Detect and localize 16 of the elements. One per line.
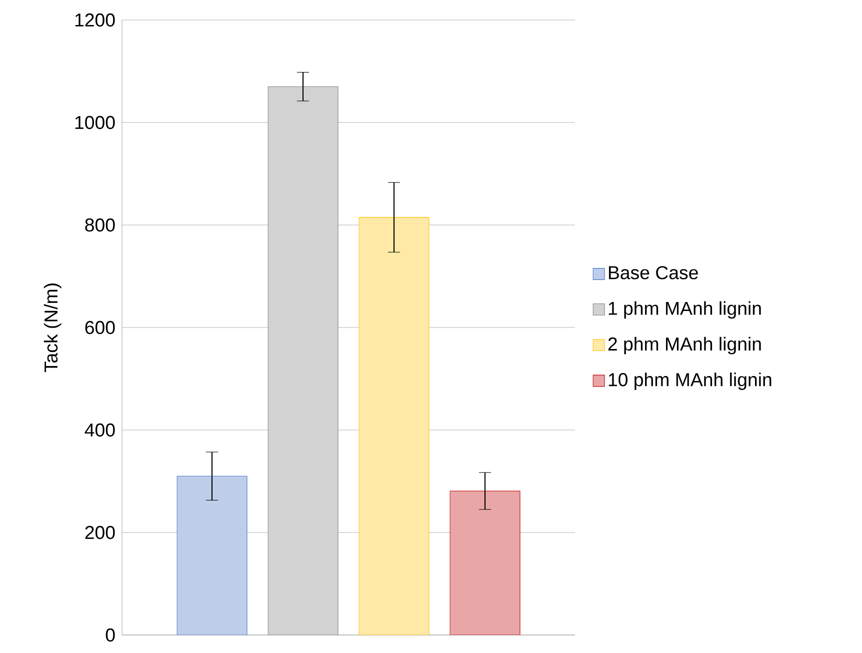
y-tick-label: 400 xyxy=(84,423,115,436)
bar xyxy=(268,86,338,635)
legend-label: 2 phm MAnh lignin xyxy=(608,336,761,354)
bar xyxy=(450,490,520,635)
y-tick-label: 1200 xyxy=(75,13,115,26)
y-tick-label: 200 xyxy=(85,526,115,539)
legend-label: 1 phm MAnh lignin xyxy=(608,301,761,318)
bar xyxy=(358,216,430,635)
y-tick-label: 800 xyxy=(85,218,115,232)
y-tick-label: 600 xyxy=(85,320,115,334)
y-tick-label: 1000 xyxy=(75,116,115,129)
legend-label: Base Case xyxy=(608,266,698,280)
legend-label: 10 phm MAnh lignin xyxy=(608,372,772,390)
y-axis-title: Tack (N/m) xyxy=(44,283,62,372)
bar xyxy=(176,476,248,635)
y-tick-label: 0 xyxy=(106,628,115,642)
